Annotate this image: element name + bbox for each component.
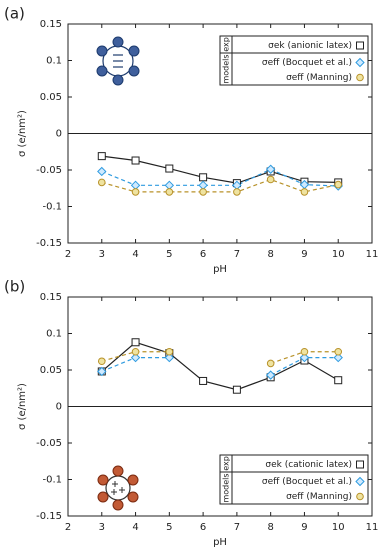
marker <box>300 347 309 356</box>
legend-label: σek (anionic latex) <box>268 41 352 51</box>
series-line <box>101 178 339 193</box>
marker <box>299 352 310 363</box>
legend-label: σeff (Manning) <box>286 492 352 502</box>
legend-label: σeff (Bocquet et al.) <box>262 477 352 487</box>
y-tick-label: -0.1 <box>42 202 62 213</box>
y-tick-label: 0.15 <box>40 19 62 30</box>
legend: exp models σek (cationic latex) σeff (Bocqu… <box>219 454 369 505</box>
marker <box>334 180 343 189</box>
marker <box>266 175 275 184</box>
marker <box>131 188 140 196</box>
y-tick-label: 0 <box>56 129 62 140</box>
marker <box>232 385 241 394</box>
marker <box>97 357 106 366</box>
marker <box>266 359 275 368</box>
y-tick-label: 0.05 <box>40 92 62 103</box>
x-tick-label: 4 <box>132 249 138 260</box>
x-tick-label: 7 <box>234 522 240 533</box>
x-tick-label: 9 <box>301 249 307 260</box>
x-tick-label: 8 <box>267 522 273 533</box>
marker <box>131 338 140 347</box>
legend-marker <box>356 492 364 501</box>
legend-box <box>219 35 369 86</box>
y-tick-label: 0.05 <box>40 365 62 376</box>
x-tick-label: 7 <box>234 249 240 260</box>
x-tick-label: 8 <box>267 249 273 260</box>
legend: exp models σek (anionic latex) σeff (Bocque… <box>219 35 369 86</box>
marker <box>199 376 208 385</box>
series-line <box>101 341 339 391</box>
x-tick-label: 10 <box>332 249 345 260</box>
marker <box>97 366 107 377</box>
marker <box>265 164 276 174</box>
y-tick-label: -0.05 <box>36 438 62 449</box>
panel-label: (a) <box>4 5 25 23</box>
x-tick-label: 10 <box>332 522 345 533</box>
legend-label: σek (cationic latex) <box>265 460 352 470</box>
marker <box>97 152 106 161</box>
series-line <box>101 155 339 184</box>
marker <box>165 347 174 356</box>
y-tick-label: -0.15 <box>36 238 62 249</box>
y-axis-label: σ (e/nm²) <box>17 110 28 157</box>
marker <box>131 347 140 356</box>
marker <box>233 188 241 196</box>
x-tick-label: 6 <box>200 522 206 533</box>
legend-marker <box>356 460 364 469</box>
x-axis-label: pH <box>213 537 227 548</box>
y-tick-label: 0.1 <box>46 329 62 340</box>
y-axis-label: σ (e/nm²) <box>17 383 28 430</box>
legend-label: σeff (Manning) <box>286 73 352 83</box>
y-tick-label: 0.1 <box>46 56 62 67</box>
marker <box>300 188 309 196</box>
x-tick-label: 3 <box>99 522 105 533</box>
legend-marker <box>355 57 365 68</box>
y-tick-label: -0.1 <box>42 475 62 486</box>
legend-group-label: models <box>222 473 231 502</box>
series-line <box>101 168 339 187</box>
x-axis-label: pH <box>213 264 227 275</box>
legend-group-label: models <box>222 54 231 83</box>
y-tick-label: -0.15 <box>36 511 62 522</box>
marker <box>334 376 343 385</box>
x-tick-label: 2 <box>65 522 71 533</box>
legend-group-label: exp <box>222 37 231 52</box>
legend-label: σeff (Bocquet et al.) <box>262 58 352 68</box>
x-tick-label: 6 <box>200 249 206 260</box>
marker <box>265 370 276 380</box>
marker <box>165 188 174 196</box>
x-tick-label: 5 <box>166 249 172 260</box>
x-tick-label: 3 <box>99 249 105 260</box>
marker <box>334 347 343 356</box>
x-tick-label: 4 <box>132 522 138 533</box>
legend-marker <box>356 73 364 82</box>
marker <box>199 173 208 182</box>
marker <box>333 352 343 363</box>
marker <box>130 352 141 363</box>
y-tick-label: -0.05 <box>36 165 62 176</box>
x-tick-label: 5 <box>166 522 172 533</box>
legend-marker <box>356 41 364 50</box>
x-tick-label: 11 <box>366 249 379 260</box>
panel-label: (b) <box>4 278 25 296</box>
legend-marker <box>355 476 365 487</box>
x-tick-label: 2 <box>65 249 71 260</box>
icon-anionic <box>96 36 140 86</box>
marker <box>97 178 106 187</box>
x-tick-label: 11 <box>366 522 379 533</box>
legend-box <box>219 454 369 505</box>
y-tick-label: 0 <box>56 402 62 413</box>
marker <box>131 156 140 165</box>
icon-cationic <box>97 465 139 511</box>
legend-group-label: exp <box>222 456 231 471</box>
marker <box>97 166 107 177</box>
marker <box>165 164 174 173</box>
x-tick-label: 9 <box>301 522 307 533</box>
marker <box>164 352 175 363</box>
y-tick-label: 0.15 <box>40 292 62 303</box>
marker <box>199 188 207 196</box>
